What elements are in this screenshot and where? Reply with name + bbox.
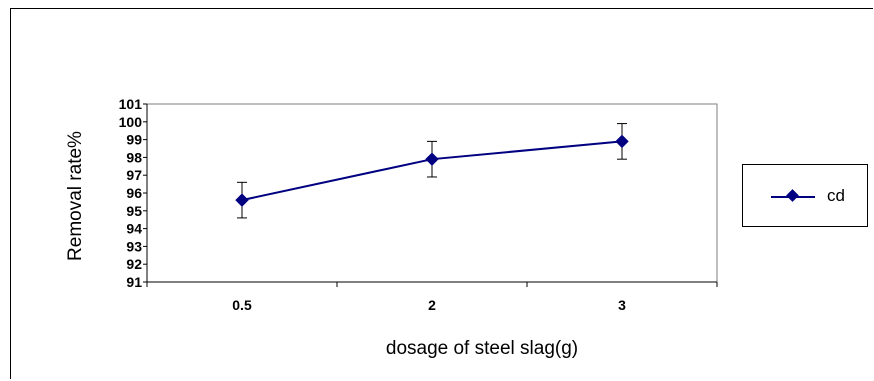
y-tick-label: 93: [126, 238, 142, 254]
x-tick-label: 3: [618, 297, 626, 313]
y-tick-label: 101: [119, 96, 143, 112]
data-point-diamond: [425, 152, 439, 166]
y-tick-label: 95: [126, 203, 142, 219]
data-point-diamond: [235, 193, 249, 207]
y-tick-label: 99: [126, 132, 142, 148]
y-tick-label: 91: [126, 274, 142, 290]
y-tick-label: 97: [126, 167, 142, 183]
y-tick-label: 92: [126, 256, 142, 272]
x-axis-title: dosage of steel slag(g): [385, 338, 579, 359]
y-tick-label: 98: [126, 149, 142, 165]
legend: cd: [742, 164, 868, 227]
legend-diamond-icon: [786, 189, 799, 202]
chart-frame: [10, 8, 873, 379]
series-layer: [235, 123, 629, 219]
x-tick-label: 2: [428, 297, 436, 313]
y-tick-label: 100: [119, 114, 143, 130]
plot-area: [146, 103, 718, 283]
legend-label-cd: cd: [827, 186, 845, 205]
x-axis: 0.5 2 3: [146, 281, 718, 313]
data-point-diamond: [615, 134, 629, 149]
y-tick-label: 96: [126, 185, 142, 201]
y-axis-title: Removal rate%: [65, 131, 86, 261]
y-tick-label: 94: [126, 221, 142, 237]
x-tick-label: 0.5: [232, 297, 252, 313]
